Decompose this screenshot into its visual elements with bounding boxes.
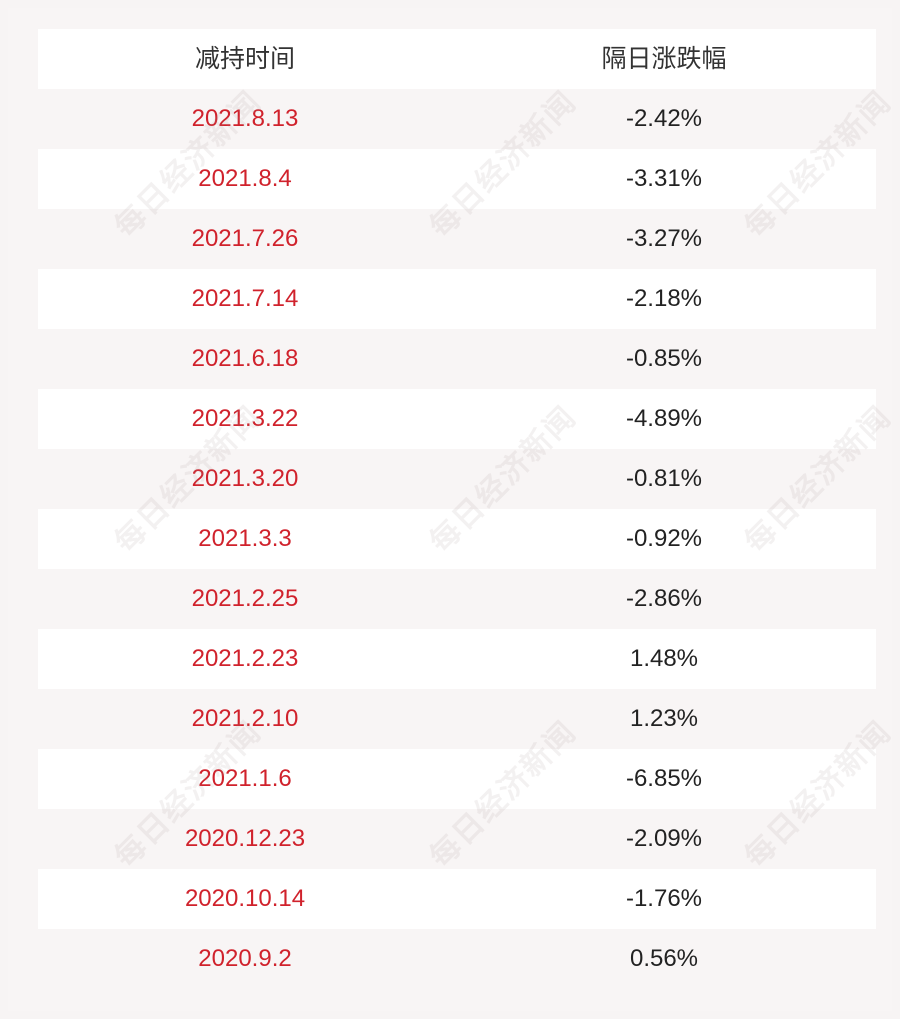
table-row: 2021.3.3 -0.92% xyxy=(38,509,876,569)
next-day-change-cell: -2.18% xyxy=(625,285,703,312)
reduction-date-cell: 2021.6.18 xyxy=(191,345,299,372)
table-row: 2021.1.6 -6.85% xyxy=(38,749,876,809)
next-day-change-cell: -2.09% xyxy=(625,825,703,852)
table-row: 2020.12.23 -2.09% xyxy=(38,809,876,869)
next-day-change-cell: -0.81% xyxy=(625,465,703,492)
reduction-date-cell: 2020.9.2 xyxy=(198,945,292,972)
next-day-change-cell: 1.23% xyxy=(629,705,699,732)
data-table: 减持时间 隔日涨跌幅 2021.8.13 -2.42% 2021.8.4 -3.31%… xyxy=(38,29,876,989)
next-day-change-cell: -2.86% xyxy=(625,585,703,612)
reduction-date-cell: 2021.8.4 xyxy=(198,165,292,192)
next-day-change-cell: -2.42% xyxy=(625,105,703,132)
reduction-date-cell: 2021.3.3 xyxy=(198,525,292,552)
reduction-date-cell: 2021.7.14 xyxy=(191,285,299,312)
header-reduction-date: 减持时间 xyxy=(194,45,295,73)
table-row: 2021.3.22 -4.89% xyxy=(38,389,876,449)
table-row: 2021.6.18 -0.85% xyxy=(38,329,876,389)
next-day-change-cell: 1.48% xyxy=(629,645,699,672)
table-row: 2021.8.13 -2.42% xyxy=(38,89,876,149)
next-day-change-cell: 0.56% xyxy=(629,945,699,972)
table-header-row: 减持时间 隔日涨跌幅 xyxy=(38,29,876,89)
next-day-change-cell: -1.76% xyxy=(625,885,703,912)
next-day-change-cell: -0.85% xyxy=(625,345,703,372)
reduction-date-cell: 2021.3.20 xyxy=(191,465,299,492)
next-day-change-cell: -3.27% xyxy=(625,225,703,252)
reduction-date-cell: 2021.8.13 xyxy=(191,105,299,132)
table-row: 2020.10.14 -1.76% xyxy=(38,869,876,929)
table-row: 2021.3.20 -0.81% xyxy=(38,449,876,509)
table-row: 2021.2.25 -2.86% xyxy=(38,569,876,629)
table-row: 2021.2.23 1.48% xyxy=(38,629,876,689)
reduction-date-cell: 2021.2.23 xyxy=(191,645,299,672)
reduction-date-cell: 2021.2.10 xyxy=(191,705,299,732)
table-row: 2021.8.4 -3.31% xyxy=(38,149,876,209)
next-day-change-cell: -0.92% xyxy=(625,525,703,552)
table-row: 2021.7.26 -3.27% xyxy=(38,209,876,269)
reduction-date-cell: 2021.7.26 xyxy=(191,225,299,252)
table-row: 2021.7.14 -2.18% xyxy=(38,269,876,329)
next-day-change-cell: -3.31% xyxy=(625,165,703,192)
reduction-date-cell: 2021.3.22 xyxy=(191,405,299,432)
next-day-change-cell: -4.89% xyxy=(625,405,703,432)
table-row: 2021.2.10 1.23% xyxy=(38,689,876,749)
reduction-date-cell: 2020.12.23 xyxy=(184,825,306,852)
header-next-day-change: 隔日涨跌幅 xyxy=(601,45,727,73)
table-row: 2020.9.2 0.56% xyxy=(38,929,876,989)
reduction-date-cell: 2020.10.14 xyxy=(184,885,306,912)
reduction-date-cell: 2021.2.25 xyxy=(191,585,299,612)
reduction-date-cell: 2021.1.6 xyxy=(198,765,292,792)
next-day-change-cell: -6.85% xyxy=(625,765,703,792)
